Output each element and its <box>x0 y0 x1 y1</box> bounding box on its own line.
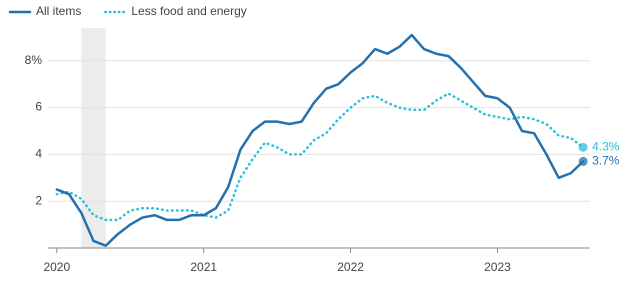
end-point <box>578 156 588 166</box>
x-tick-label: 2021 <box>190 260 217 274</box>
value-label: 4.3% <box>592 140 620 154</box>
x-tick-label: 2020 <box>43 260 70 274</box>
x-tick-label: 2022 <box>337 260 364 274</box>
series-line <box>55 33 585 247</box>
y-tick-label: 2 <box>35 193 42 207</box>
x-tick-label: 2023 <box>484 260 511 274</box>
shaded-period <box>81 28 106 248</box>
legend-label: Less food and energy <box>131 4 246 18</box>
y-tick-label: 8% <box>25 53 43 67</box>
value-label: 3.7% <box>592 154 620 168</box>
series-line <box>55 92 585 222</box>
legend-label: All items <box>36 4 81 18</box>
y-tick-label: 4 <box>35 147 42 161</box>
y-tick-label: 6 <box>35 100 42 114</box>
end-point <box>578 142 588 152</box>
